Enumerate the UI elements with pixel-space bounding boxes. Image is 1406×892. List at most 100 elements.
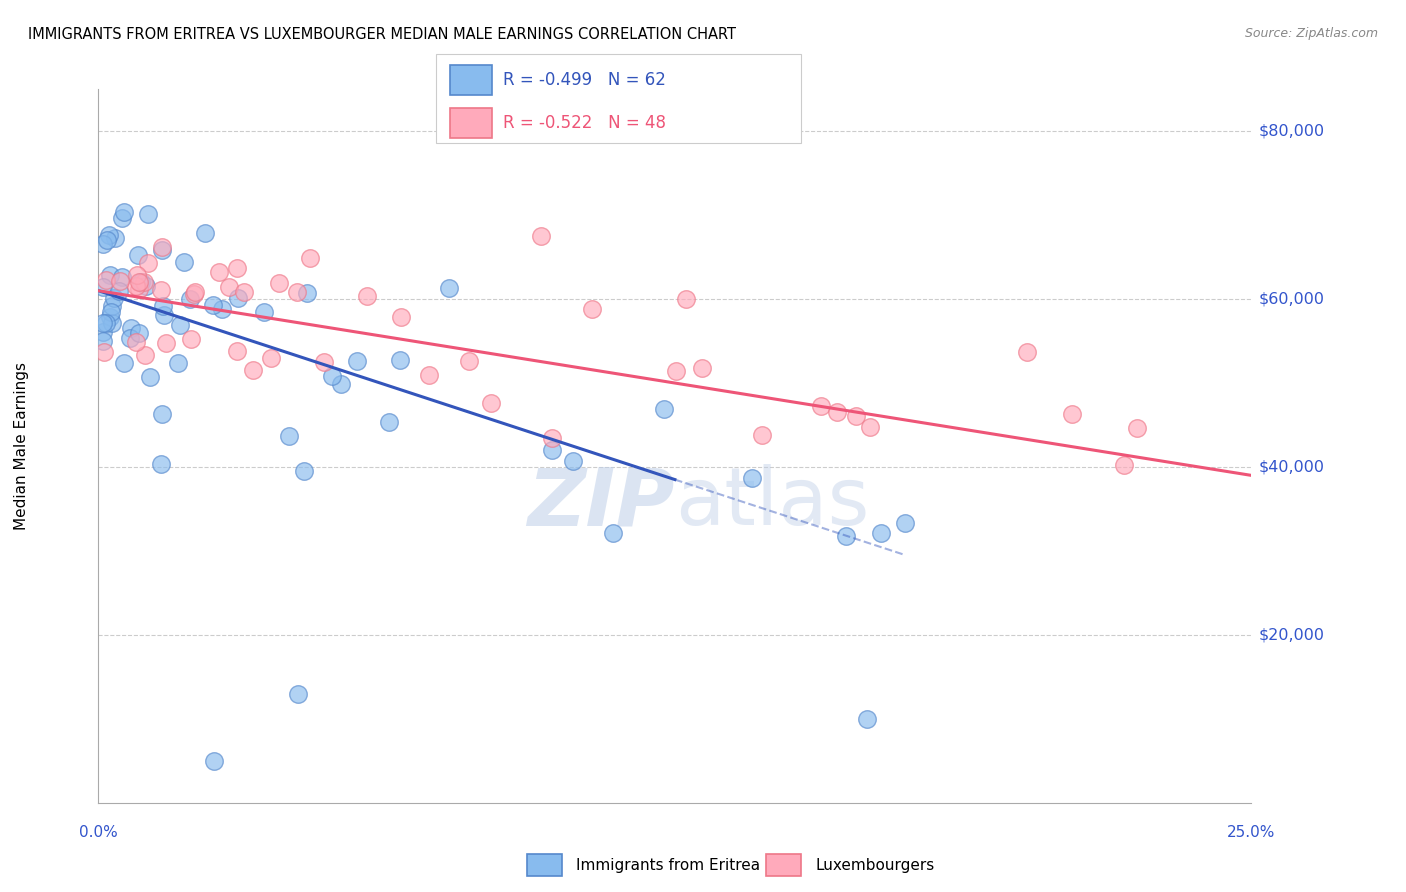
Point <box>356 288 378 302</box>
Point <box>180 332 202 346</box>
Point <box>321 368 343 383</box>
Point <box>856 712 879 726</box>
Point <box>665 363 688 377</box>
Point <box>388 353 411 368</box>
Text: $40,000: $40,000 <box>1258 459 1324 475</box>
Point <box>741 471 763 485</box>
Point <box>201 298 224 312</box>
Point <box>100 305 122 319</box>
Text: Luxembourgers: Luxembourgers <box>815 858 935 872</box>
Text: Source: ZipAtlas.com: Source: ZipAtlas.com <box>1244 27 1378 40</box>
Point <box>859 419 882 434</box>
Point <box>292 464 315 478</box>
Point <box>295 285 318 300</box>
Text: 25.0%: 25.0% <box>1227 825 1275 840</box>
Point <box>226 261 249 276</box>
Point <box>242 363 264 377</box>
Point <box>111 269 134 284</box>
Point <box>458 354 481 368</box>
Point <box>329 376 352 391</box>
Point <box>125 268 148 282</box>
Text: $60,000: $60,000 <box>1258 292 1324 307</box>
Point <box>562 453 585 467</box>
Point <box>136 255 159 269</box>
Point <box>218 280 240 294</box>
Point <box>150 240 173 254</box>
Point <box>893 516 915 530</box>
Point <box>479 396 502 410</box>
Point <box>129 276 152 290</box>
Text: Immigrants from Eritrea: Immigrants from Eritrea <box>576 858 761 872</box>
Point <box>118 331 141 345</box>
Point <box>98 310 121 324</box>
Point <box>101 316 124 330</box>
Point <box>845 409 868 423</box>
Point <box>169 318 191 333</box>
Point <box>91 279 114 293</box>
Point <box>835 529 858 543</box>
Point <box>173 255 195 269</box>
Point <box>179 292 201 306</box>
Point <box>378 415 401 429</box>
Point <box>150 407 173 421</box>
Point <box>541 431 564 445</box>
Point <box>91 334 114 349</box>
Point <box>541 443 564 458</box>
Point <box>167 356 190 370</box>
Point <box>120 320 142 334</box>
Point <box>602 526 624 541</box>
Point <box>138 207 160 221</box>
Text: 0.0%: 0.0% <box>79 825 118 840</box>
Point <box>153 308 176 322</box>
Point <box>101 299 124 313</box>
Text: R = -0.499   N = 62: R = -0.499 N = 62 <box>503 71 666 89</box>
Point <box>128 275 150 289</box>
Point <box>418 368 440 382</box>
Point <box>91 236 114 251</box>
Point <box>278 429 301 443</box>
Point <box>346 353 368 368</box>
Point <box>810 399 832 413</box>
Point <box>103 291 125 305</box>
Point <box>91 316 114 330</box>
Point <box>389 310 412 325</box>
Point <box>825 405 848 419</box>
Point <box>125 279 148 293</box>
Text: atlas: atlas <box>675 464 869 542</box>
Point <box>152 299 174 313</box>
Point <box>208 265 231 279</box>
Point <box>108 285 131 299</box>
Point <box>139 370 162 384</box>
Point <box>259 351 281 365</box>
Point <box>253 305 276 319</box>
Point <box>93 345 115 359</box>
Point <box>751 427 773 442</box>
Point <box>1062 407 1084 421</box>
Point <box>1112 458 1135 473</box>
Point <box>112 204 135 219</box>
Point <box>128 282 150 296</box>
Point <box>1125 421 1147 435</box>
Point <box>529 228 551 243</box>
Point <box>94 316 117 330</box>
Text: ZIP: ZIP <box>527 464 675 542</box>
Point <box>1015 344 1038 359</box>
Point <box>299 251 322 265</box>
Point <box>94 273 117 287</box>
Point <box>233 285 256 299</box>
Point <box>285 285 308 300</box>
Point <box>135 279 157 293</box>
Point <box>690 361 713 376</box>
Point <box>287 687 309 701</box>
Point <box>149 457 172 471</box>
Point <box>125 334 148 349</box>
Point <box>194 226 217 240</box>
Point <box>581 302 603 317</box>
Point <box>202 754 225 768</box>
Point <box>226 291 249 305</box>
Point <box>183 287 205 301</box>
Point <box>98 268 121 283</box>
Point <box>91 325 114 339</box>
Point <box>155 335 177 350</box>
Point <box>97 227 120 242</box>
